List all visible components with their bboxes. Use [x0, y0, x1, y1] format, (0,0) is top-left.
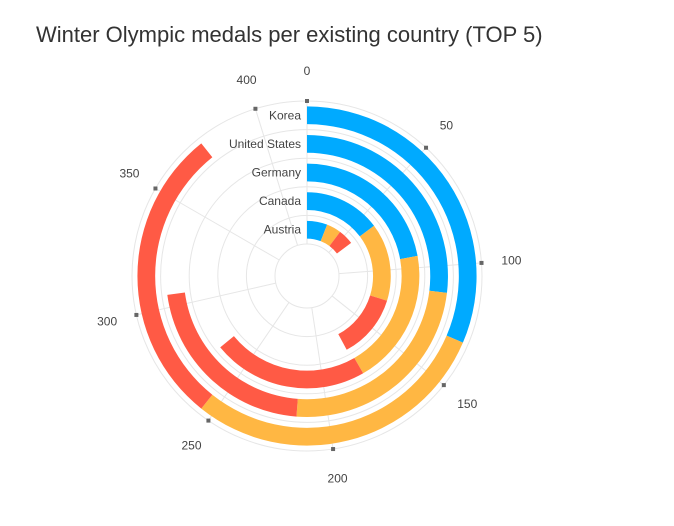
tick-label: 400	[237, 73, 257, 87]
bar-korea-series-1[interactable]	[307, 106, 477, 343]
tick-mark	[206, 418, 211, 423]
bar-canada-series-3[interactable]	[338, 295, 388, 350]
tick-mark	[305, 99, 309, 103]
bar-austria-series-1[interactable]	[307, 220, 328, 242]
category-label: Germany	[252, 166, 301, 180]
category-labels: Korea United States Germany Canada Austria	[229, 108, 301, 236]
tick-label: 0	[304, 64, 311, 78]
bar-germany-series-1[interactable]	[307, 163, 418, 260]
bar-germany-series-2[interactable]	[354, 255, 420, 374]
tick-mark	[331, 447, 336, 452]
tick-mark	[153, 186, 158, 191]
tick-mark	[134, 312, 139, 317]
grid-spoke	[136, 282, 276, 316]
bar-austria-series-3[interactable]	[329, 231, 352, 254]
grid-layer	[131, 100, 483, 452]
tick-label: 300	[97, 315, 117, 329]
category-label: Canada	[259, 194, 301, 208]
bar-austria-series-2[interactable]	[320, 224, 341, 247]
tick-mark	[424, 145, 429, 150]
bar-korea-series-2[interactable]	[201, 335, 463, 446]
tick-label: 50	[440, 119, 454, 133]
tick-label: 100	[501, 254, 521, 268]
category-label: Austria	[264, 223, 302, 237]
tick-label: 200	[328, 472, 348, 486]
bar-united-states-series-2[interactable]	[296, 290, 447, 417]
bars-layer	[137, 106, 477, 446]
tick-label: 350	[119, 167, 139, 181]
tick-mark	[253, 106, 258, 111]
category-label: Korea	[269, 108, 301, 122]
category-label: United States	[229, 137, 301, 151]
angular-ticks: 0 50 100 150 200 250 300 350 400	[97, 64, 522, 486]
tick-mark	[479, 260, 484, 265]
bar-germany-series-3[interactable]	[220, 336, 364, 389]
tick-label: 250	[182, 438, 202, 452]
chart-title: Winter Olympic medals per existing count…	[36, 22, 543, 47]
bar-korea-series-3[interactable]	[137, 143, 213, 409]
grid-spoke	[155, 188, 280, 261]
bar-canada-series-2[interactable]	[359, 225, 391, 301]
bar-united-states-series-1[interactable]	[307, 135, 448, 293]
tick-label: 150	[457, 397, 477, 411]
bar-united-states-series-3[interactable]	[167, 292, 298, 417]
tick-mark	[441, 383, 446, 388]
grid-circle	[274, 243, 340, 309]
grid-spoke	[254, 108, 299, 246]
bar-canada-series-1[interactable]	[307, 192, 375, 237]
